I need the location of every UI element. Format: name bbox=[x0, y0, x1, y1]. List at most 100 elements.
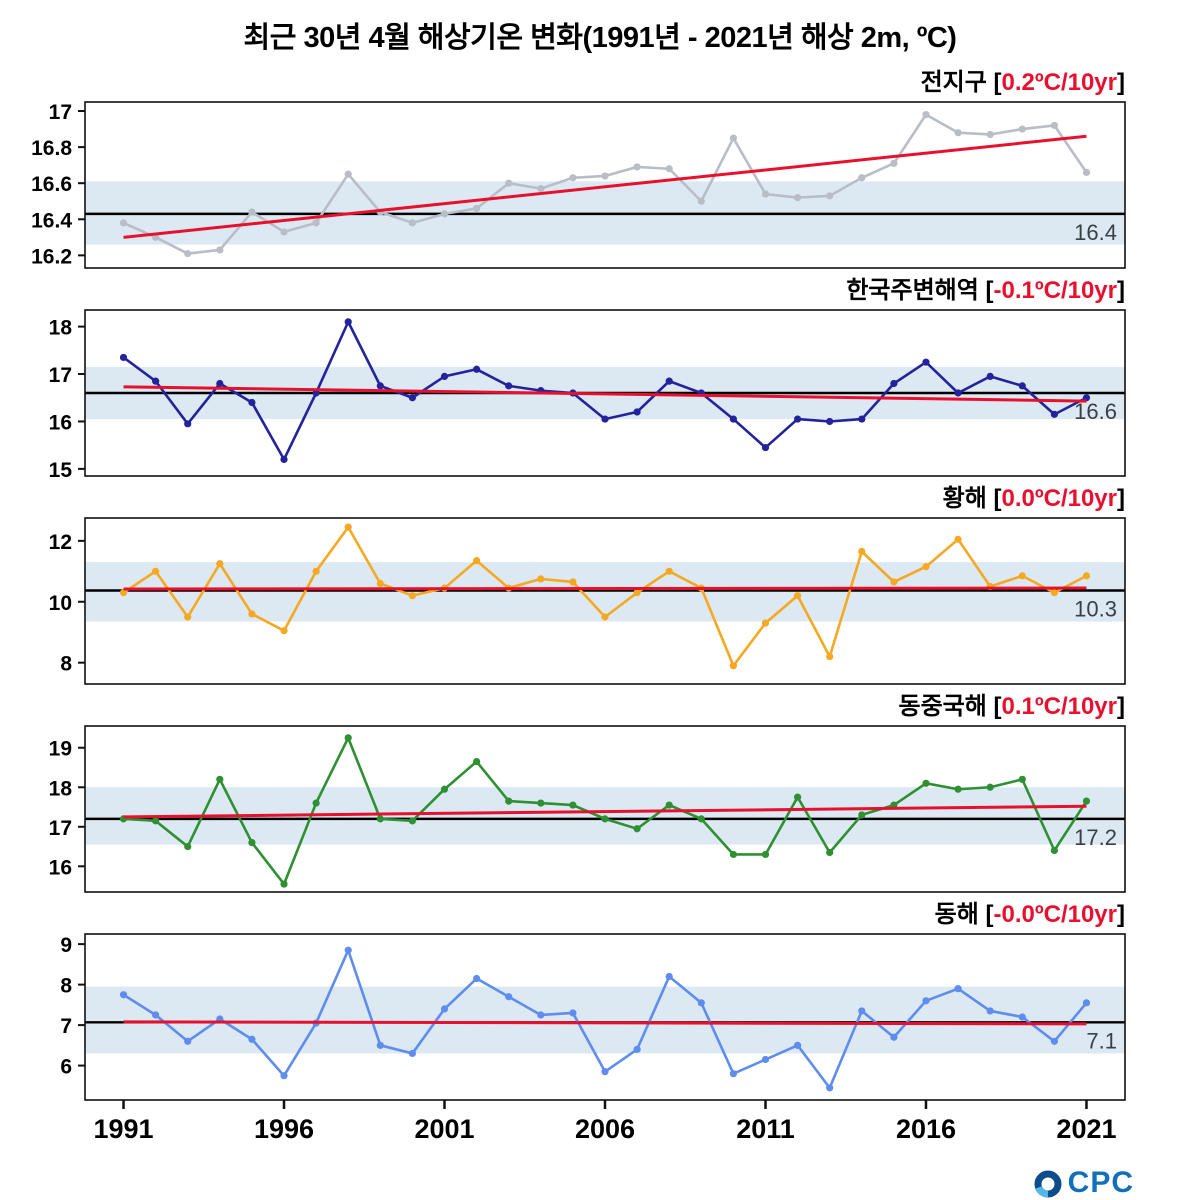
bracket-close: ] bbox=[1117, 485, 1125, 512]
data-point bbox=[954, 129, 962, 137]
data-point bbox=[858, 1007, 866, 1015]
data-point bbox=[986, 783, 994, 791]
data-point bbox=[152, 817, 160, 825]
bracket-open: [ bbox=[986, 69, 1002, 96]
panel-plot: 6 7 8 9 7.1 bbox=[60, 933, 1126, 1109]
data-point bbox=[569, 801, 577, 809]
data-point bbox=[1018, 572, 1026, 580]
data-point bbox=[505, 382, 513, 390]
data-point bbox=[665, 165, 673, 173]
data-point bbox=[633, 1045, 641, 1053]
data-point bbox=[1018, 382, 1026, 390]
y-tick-label: 16.6 bbox=[31, 173, 72, 196]
data-point bbox=[505, 993, 513, 1001]
data-point bbox=[473, 757, 481, 766]
data-point bbox=[826, 192, 834, 200]
data-point bbox=[922, 111, 930, 119]
panel-header: 동해 [-0.0ºC/10yr] bbox=[0, 900, 1200, 930]
bracket-close: ] bbox=[1117, 69, 1125, 96]
data-point bbox=[312, 219, 320, 227]
mean-value-label: 16.4 bbox=[1074, 220, 1117, 245]
data-point bbox=[376, 382, 384, 390]
data-point bbox=[473, 557, 481, 565]
data-point bbox=[216, 775, 224, 783]
data-point bbox=[890, 379, 898, 388]
x-tick-label: 2001 bbox=[414, 1114, 475, 1144]
data-point bbox=[826, 417, 834, 426]
data-point bbox=[569, 1009, 577, 1017]
trend-rate-label: 0.0ºC/10yr bbox=[1001, 485, 1117, 512]
bracket-open: [ bbox=[978, 277, 994, 304]
data-point bbox=[922, 563, 930, 571]
y-tick-label: 7 bbox=[60, 1015, 72, 1038]
trend-line bbox=[123, 385, 1087, 403]
data-point bbox=[729, 415, 737, 423]
data-point bbox=[729, 850, 737, 859]
data-point bbox=[633, 163, 641, 171]
bracket-close: ] bbox=[1117, 277, 1125, 304]
mean-value-label: 10.3 bbox=[1074, 596, 1117, 621]
data-point bbox=[440, 1005, 449, 1013]
data-point bbox=[1050, 846, 1058, 855]
panel-header: 황해 [0.0ºC/10yr] bbox=[0, 484, 1200, 514]
chart-panels: 전지구 [0.2ºC/10yr] 16.2 16.4 16.6 16.8 17 16.4 한국… bbox=[0, 68, 1200, 1112]
trend-line bbox=[123, 586, 1087, 591]
data-point bbox=[954, 535, 962, 543]
bracket-open: [ bbox=[986, 693, 1002, 720]
data-point bbox=[152, 567, 160, 575]
bracket-close: ] bbox=[1117, 901, 1125, 928]
y-tick-label: 10 bbox=[49, 592, 72, 615]
panel-header: 한국주변해역 [-0.1ºC/10yr] bbox=[0, 276, 1200, 306]
y-tick-label: 18 bbox=[49, 317, 73, 340]
data-point bbox=[633, 825, 641, 833]
data-point bbox=[922, 358, 930, 366]
mean-value-label: 17.2 bbox=[1074, 825, 1117, 850]
data-point bbox=[184, 420, 192, 428]
data-point bbox=[761, 1055, 770, 1064]
data-point bbox=[376, 1041, 384, 1049]
data-point bbox=[601, 613, 609, 621]
data-point bbox=[280, 228, 288, 236]
data-point bbox=[954, 985, 962, 993]
y-tick-label: 17 bbox=[49, 101, 72, 124]
data-point bbox=[761, 443, 770, 452]
ocpc-circle-icon bbox=[1034, 1170, 1062, 1198]
data-point bbox=[601, 172, 609, 180]
data-point bbox=[119, 219, 128, 227]
y-tick-label: 17 bbox=[49, 364, 72, 387]
panel-header: 전지구 [0.2ºC/10yr] bbox=[0, 68, 1200, 98]
data-point bbox=[665, 377, 673, 385]
data-point bbox=[858, 415, 866, 423]
ocpc-logo: CPC bbox=[0, 1156, 1200, 1200]
data-point bbox=[1082, 797, 1091, 805]
data-point bbox=[312, 567, 320, 575]
data-point bbox=[761, 190, 770, 198]
panel-title: 한국주변해역 bbox=[846, 277, 979, 304]
data-point bbox=[248, 1035, 256, 1043]
data-point bbox=[408, 394, 417, 402]
trend-line bbox=[123, 134, 1087, 239]
data-point bbox=[537, 575, 545, 583]
data-point bbox=[986, 372, 994, 380]
data-point bbox=[184, 1037, 192, 1045]
mean-value-label: 7.1 bbox=[1086, 1028, 1117, 1053]
trend-rate-label: -0.0ºC/10yr bbox=[993, 901, 1117, 928]
data-point bbox=[505, 797, 513, 805]
data-point bbox=[1050, 589, 1058, 597]
y-tick-label: 16.4 bbox=[31, 209, 72, 232]
chart-title: 최근 30년 4월 해상기온 변화(1991년 - 2021년 해상 2m, º… bbox=[243, 22, 957, 54]
x-tick-label: 1996 bbox=[253, 1114, 315, 1144]
data-point bbox=[376, 579, 384, 588]
data-point bbox=[858, 547, 866, 556]
data-point bbox=[473, 204, 481, 213]
std-band bbox=[85, 562, 1125, 622]
data-point bbox=[697, 197, 705, 205]
x-tick-label: 1991 bbox=[93, 1114, 154, 1144]
y-tick-label: 15 bbox=[49, 459, 73, 480]
y-tick-label: 8 bbox=[60, 653, 72, 676]
data-point bbox=[505, 179, 513, 187]
data-point bbox=[665, 972, 673, 981]
data-point bbox=[1018, 1013, 1026, 1021]
bracket-close: ] bbox=[1117, 693, 1125, 720]
data-point bbox=[922, 997, 930, 1005]
